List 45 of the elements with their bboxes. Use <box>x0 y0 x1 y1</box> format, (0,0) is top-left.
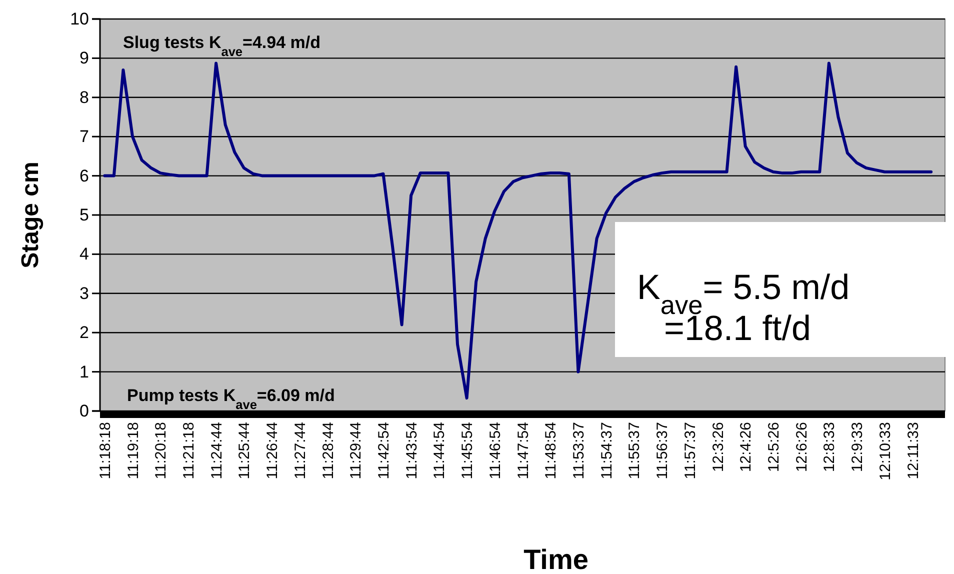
y-tick-label: 3 <box>80 284 89 303</box>
x-tick-label: 12:3:26 <box>710 422 727 472</box>
x-tick-label: 12:8:33 <box>821 422 838 472</box>
x-tick-label: 11:29:44 <box>348 422 365 480</box>
x-tick-label: 11:47:54 <box>514 422 532 480</box>
x-tick-label: 11:42:54 <box>375 422 392 480</box>
x-tick-label: 11:55:37 <box>626 422 644 480</box>
x-tick-label: 12:9:33 <box>849 422 866 472</box>
annotation: Slug tests K$_{ave}$=4.94 m/d <box>123 33 320 58</box>
y-tick-label: 4 <box>80 244 89 264</box>
annotation: Pump tests K$_{ave}$=6.09 m/d <box>127 386 335 412</box>
x-tick-label: 11:25:44 <box>236 422 254 480</box>
y-tick-label: 0 <box>80 401 89 420</box>
y-tick-label: 2 <box>80 323 89 342</box>
x-axis-title: Time <box>524 544 588 574</box>
x-tick-label: 11:43:54 <box>403 422 420 480</box>
x-tick-label: 12:5:26 <box>765 422 782 472</box>
x-tick-label: 11:57:37 <box>682 422 699 480</box>
x-tick-label: 11:54:37 <box>598 422 616 480</box>
x-tick-label: 11:44:54 <box>431 422 448 480</box>
y-tick-label: 7 <box>80 127 89 146</box>
x-tick-label: 12:4:26 <box>738 422 755 472</box>
x-tick-label: 11:46:54 <box>486 422 504 480</box>
x-tick-label: 11:53:37 <box>570 422 588 480</box>
x-tick-label: 11:48:54 <box>542 422 560 480</box>
y-tick-label: 1 <box>80 362 89 382</box>
y-tick-label: 5 <box>80 205 89 224</box>
x-tick-label: 11:19:18 <box>124 422 142 480</box>
y-tick-label: 6 <box>80 166 89 186</box>
x-tick-label: 11:18:18 <box>96 422 114 480</box>
y-tick-label: 10 <box>70 9 89 28</box>
y-tick-label: 9 <box>80 48 89 68</box>
x-tick-label: 11:56:37 <box>654 422 672 480</box>
x-tick-label: 11:26:44 <box>264 422 282 480</box>
x-tick-label: 11:45:54 <box>459 422 476 480</box>
x-tick-label: 11:27:44 <box>292 422 309 480</box>
x-tick-label: 11:20:18 <box>152 422 170 480</box>
x-tick-label: 11:24:44 <box>208 422 226 480</box>
y-axis-title: Stage cm <box>17 162 44 268</box>
x-tick-label: 11:28:44 <box>320 422 337 480</box>
x-tick-label: 12:10:33 <box>876 422 894 480</box>
x-tick-label: 12:11:33 <box>904 422 922 480</box>
y-tick-label: 8 <box>80 88 89 107</box>
x-tick-label: 12:6:26 <box>793 422 810 472</box>
x-tick-label: 11:21:18 <box>180 422 198 480</box>
